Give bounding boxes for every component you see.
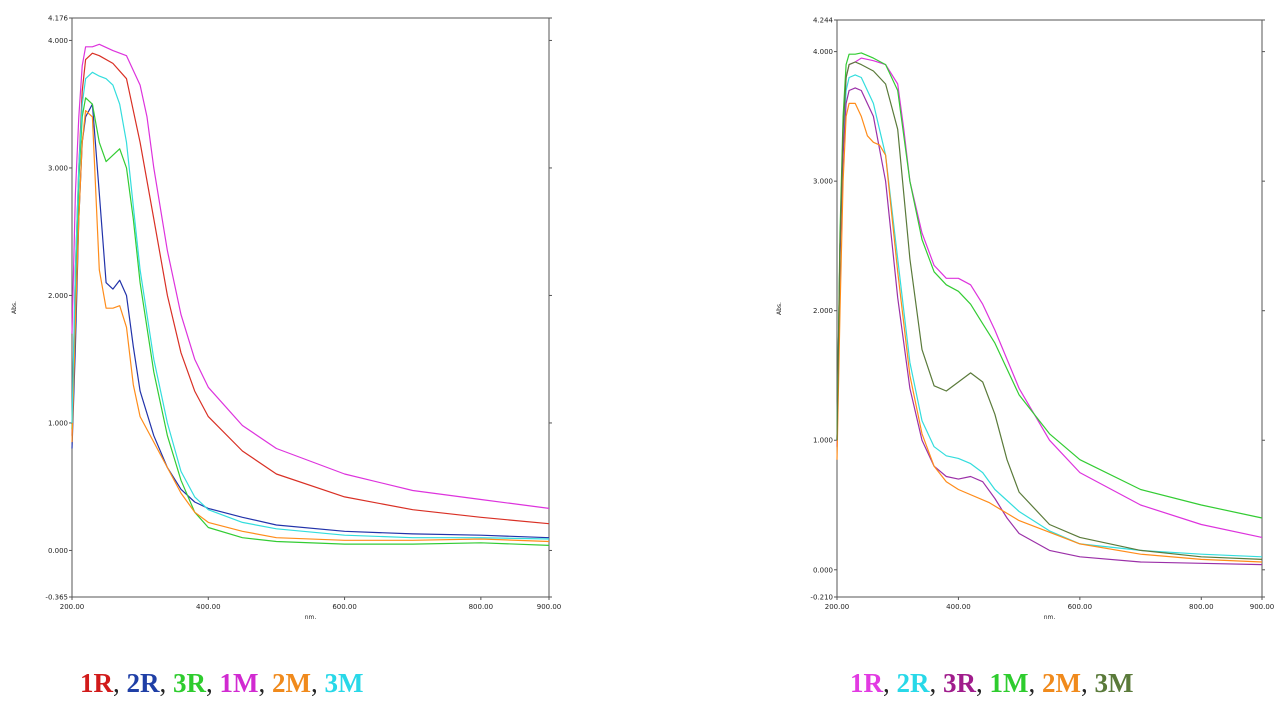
x-tick-label: 900.00 bbox=[1250, 603, 1275, 611]
x-axis-label: nm. bbox=[305, 614, 317, 621]
legend-separator: , bbox=[258, 668, 272, 698]
x-axis-label: nm. bbox=[1044, 614, 1056, 621]
series-line-3M bbox=[71, 71, 550, 540]
series-line-2R bbox=[71, 103, 550, 539]
legend-separator: , bbox=[310, 668, 325, 698]
plot-frame bbox=[71, 17, 550, 598]
series-line-2M bbox=[71, 109, 550, 543]
x-tick-label: 200.00 bbox=[60, 603, 85, 611]
x-tick-label: 600.00 bbox=[332, 603, 357, 611]
y-tick-label: 4.244 bbox=[813, 17, 834, 25]
y-axis-label: Abs. bbox=[11, 301, 18, 314]
x-tick-label: 400.00 bbox=[946, 603, 971, 611]
legend-right: 1R, 2R, 3R, 1M, 2M, 3M bbox=[850, 668, 1133, 699]
y-tick-label: 4.000 bbox=[813, 48, 833, 56]
series-line-2M bbox=[836, 102, 1263, 563]
y-tick-label: 0.000 bbox=[813, 566, 833, 574]
y-tick-label: -0.365 bbox=[45, 594, 68, 602]
legend-left: 1R, 2R, 3R, 1M, 2M, 3M bbox=[80, 668, 363, 699]
legend-separator: , bbox=[159, 668, 173, 698]
y-tick-label: 2.000 bbox=[48, 292, 68, 300]
series-line-2R bbox=[836, 74, 1263, 558]
series-line-1M bbox=[71, 43, 550, 509]
y-tick-label: 1.000 bbox=[813, 437, 833, 445]
legend-entry-3M: 3M bbox=[1094, 668, 1134, 698]
y-tick-label: 4.176 bbox=[48, 15, 69, 23]
y-tick-label: 1.000 bbox=[48, 419, 68, 427]
series-line-3M bbox=[836, 61, 1263, 560]
legend-separator: , bbox=[113, 668, 127, 698]
series-line-1M bbox=[836, 52, 1263, 519]
legend-separator: , bbox=[883, 668, 897, 698]
legend-separator: , bbox=[206, 668, 220, 698]
y-axis-label: Abs. bbox=[776, 302, 783, 315]
legend-separator: , bbox=[929, 668, 943, 698]
legend-separator: , bbox=[1028, 668, 1042, 698]
legend-entry-2M: 2M bbox=[1041, 668, 1081, 698]
legend-entry-2M: 2M bbox=[271, 668, 311, 698]
y-tick-label: -0.210 bbox=[810, 594, 833, 602]
x-tick-label: 800.00 bbox=[469, 603, 494, 611]
legend-separator: , bbox=[976, 668, 990, 698]
legend-entry-3R: 3R bbox=[943, 668, 976, 698]
legend-entry-2R: 2R bbox=[896, 668, 930, 698]
legend-entry-1M: 1M bbox=[219, 668, 259, 698]
y-tick-label: 4.000 bbox=[48, 37, 68, 45]
y-tick-label: 2.000 bbox=[813, 307, 833, 315]
legend-entry-1M: 1M bbox=[989, 668, 1029, 698]
plot-frame bbox=[836, 19, 1263, 598]
series-line-3R bbox=[71, 97, 550, 546]
x-tick-label: 800.00 bbox=[1189, 603, 1214, 611]
series-line-1R bbox=[71, 52, 550, 525]
legend-entry-3R: 3R bbox=[173, 668, 206, 698]
legend-entry-1R: 1R bbox=[850, 668, 883, 698]
y-tick-label: 3.000 bbox=[813, 178, 833, 186]
x-tick-label: 900.00 bbox=[537, 603, 562, 611]
x-tick-label: 200.00 bbox=[825, 603, 850, 611]
y-tick-label: 3.000 bbox=[48, 164, 68, 172]
legend-entry-1R: 1R bbox=[80, 668, 113, 698]
legend-separator: , bbox=[1080, 668, 1095, 698]
legend-entry-2R: 2R bbox=[126, 668, 160, 698]
x-tick-label: 600.00 bbox=[1068, 603, 1093, 611]
x-tick-label: 400.00 bbox=[196, 603, 221, 611]
y-tick-label: 0.000 bbox=[48, 547, 68, 555]
chart-right: 4.244 4.000 3.000 2.000 1.000 0.000 -0.210200.… bbox=[776, 17, 1274, 622]
legend-entry-3M: 3M bbox=[324, 668, 364, 698]
chart-left: 4.176 4.000 3.000 2.000 1.000 0.000 -0.365200.… bbox=[11, 15, 561, 622]
